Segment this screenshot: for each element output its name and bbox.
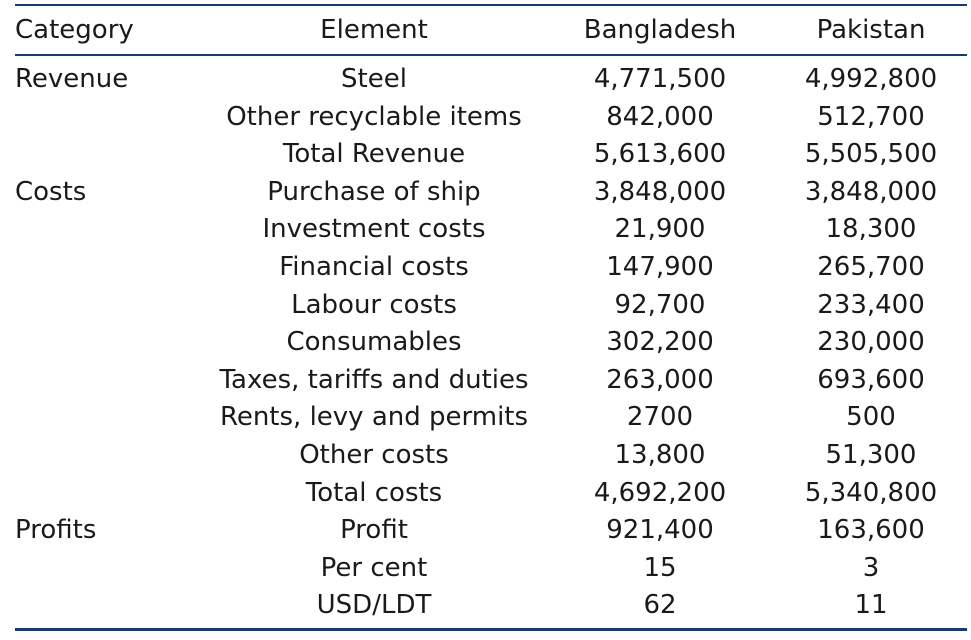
- table-row: Labour costs 92,700 233,400: [15, 287, 967, 325]
- row-pakistan-value: 3: [862, 552, 880, 583]
- row-bangladesh-value: 21,900: [614, 214, 706, 245]
- row-pakistan-value: 51,300: [825, 439, 917, 470]
- row-bangladesh-value: 4,771,500: [593, 64, 727, 94]
- row-category: [15, 249, 203, 287]
- row-element: Consumables: [286, 327, 462, 358]
- row-pakistan-value: 512,700: [817, 101, 925, 132]
- row-element: Taxes, tariffs and duties: [219, 364, 529, 395]
- row-pakistan-value: 233,400: [817, 289, 925, 320]
- row-bangladesh-value: 2700: [626, 402, 694, 433]
- row-element: Other recyclable items: [226, 101, 522, 132]
- row-element: Total costs: [305, 477, 443, 508]
- table-row: Profits Profit 921,400 163,600: [15, 512, 967, 550]
- row-bangladesh-value: 3,848,000: [593, 176, 727, 207]
- table-row: Per cent 15 3: [15, 550, 967, 588]
- row-category: [15, 550, 203, 588]
- table-row: Investment costs 21,900 18,300: [15, 211, 967, 249]
- row-category: [15, 324, 203, 362]
- row-pakistan-value: 3,848,000: [804, 176, 938, 207]
- row-bangladesh-value: 5,613,600: [593, 139, 727, 170]
- row-bangladesh-value: 921,400: [606, 515, 714, 546]
- row-category: [15, 437, 203, 475]
- row-pakistan-value: 163,600: [817, 515, 925, 546]
- row-pakistan-value: 230,000: [817, 327, 925, 358]
- row-pakistan-value: 4,992,800: [804, 64, 938, 94]
- row-category: Revenue: [15, 64, 129, 94]
- row-bangladesh-value: 147,900: [606, 251, 714, 282]
- table-body: Revenue Steel 4,771,500 4,992,800 Other recy…: [15, 56, 967, 628]
- row-pakistan-value: 5,505,500: [804, 139, 938, 170]
- row-category: [15, 362, 203, 400]
- table-row: Total Revenue 5,613,600 5,505,500: [15, 136, 967, 174]
- row-element: Per cent: [320, 552, 428, 583]
- row-element: Purchase of ship: [267, 176, 481, 207]
- table-row: Revenue Steel 4,771,500 4,992,800: [15, 56, 967, 99]
- row-element: Other costs: [299, 439, 449, 470]
- table-row: Total costs 4,692,200 5,340,800: [15, 475, 967, 513]
- table-row: Other recyclable items 842,000 512,700: [15, 99, 967, 137]
- comparison-table: Category Element Bangladesh Pakistan: [15, 6, 967, 54]
- row-element: Rents, levy and permits: [219, 402, 529, 433]
- row-bangladesh-value: 92,700: [614, 289, 706, 320]
- row-pakistan-value: 693,600: [817, 364, 925, 395]
- row-element: Investment costs: [262, 214, 486, 245]
- row-category: [15, 587, 203, 628]
- row-pakistan-value: 11: [854, 590, 888, 621]
- data-table: Category Element Bangladesh Pakistan Rev…: [15, 4, 967, 631]
- table-row: Other costs 13,800 51,300: [15, 437, 967, 475]
- row-element: Financial costs: [279, 251, 469, 282]
- row-bangladesh-value: 13,800: [614, 439, 706, 470]
- row-category: Profits: [15, 515, 97, 546]
- table-row: USD/LDT 62 11: [15, 587, 967, 628]
- table-bottom-rule: [15, 627, 967, 631]
- row-category: [15, 99, 203, 137]
- row-pakistan-value: 5,340,800: [804, 477, 938, 508]
- row-category: [15, 475, 203, 513]
- comparison-table-body: Revenue Steel 4,771,500 4,992,800 Other recy…: [15, 56, 967, 628]
- row-category: [15, 136, 203, 174]
- table-header: Category Element Bangladesh Pakistan: [15, 6, 967, 54]
- table-row: Consumables 302,200 230,000: [15, 324, 967, 362]
- row-bangladesh-value: 842,000: [606, 101, 714, 132]
- header-element: Element: [320, 15, 428, 45]
- row-bangladesh-value: 4,692,200: [593, 477, 727, 508]
- table-row: Costs Purchase of ship 3,848,000 3,848,000: [15, 174, 967, 212]
- row-pakistan-value: 500: [846, 402, 896, 433]
- row-category: Costs: [15, 176, 87, 207]
- table-top-rule: [15, 4, 967, 6]
- row-element: Labour costs: [291, 289, 457, 320]
- table-row: Financial costs 147,900 265,700: [15, 249, 967, 287]
- row-element: Steel: [341, 64, 407, 94]
- header-bangladesh: Bangladesh: [583, 15, 737, 45]
- table-row: Taxes, tariffs and duties 263,000 693,600: [15, 362, 967, 400]
- row-bangladesh-value: 15: [643, 552, 677, 583]
- header-category: Category: [15, 15, 134, 45]
- table-header-rule: [15, 54, 967, 56]
- row-pakistan-value: 18,300: [825, 214, 917, 245]
- row-pakistan-value: 265,700: [817, 251, 925, 282]
- row-category: [15, 287, 203, 325]
- row-element: USD/LDT: [316, 590, 432, 621]
- header-row: Category Element Bangladesh Pakistan: [15, 6, 967, 54]
- row-bangladesh-value: 263,000: [606, 364, 714, 395]
- row-bangladesh-value: 302,200: [606, 327, 714, 358]
- header-pakistan: Pakistan: [816, 15, 926, 45]
- table-row: Rents, levy and permits 2700 500: [15, 399, 967, 437]
- row-element: Total Revenue: [282, 139, 466, 170]
- row-category: [15, 399, 203, 437]
- row-category: [15, 211, 203, 249]
- row-bangladesh-value: 62: [643, 590, 677, 621]
- row-element: Profit: [340, 515, 408, 546]
